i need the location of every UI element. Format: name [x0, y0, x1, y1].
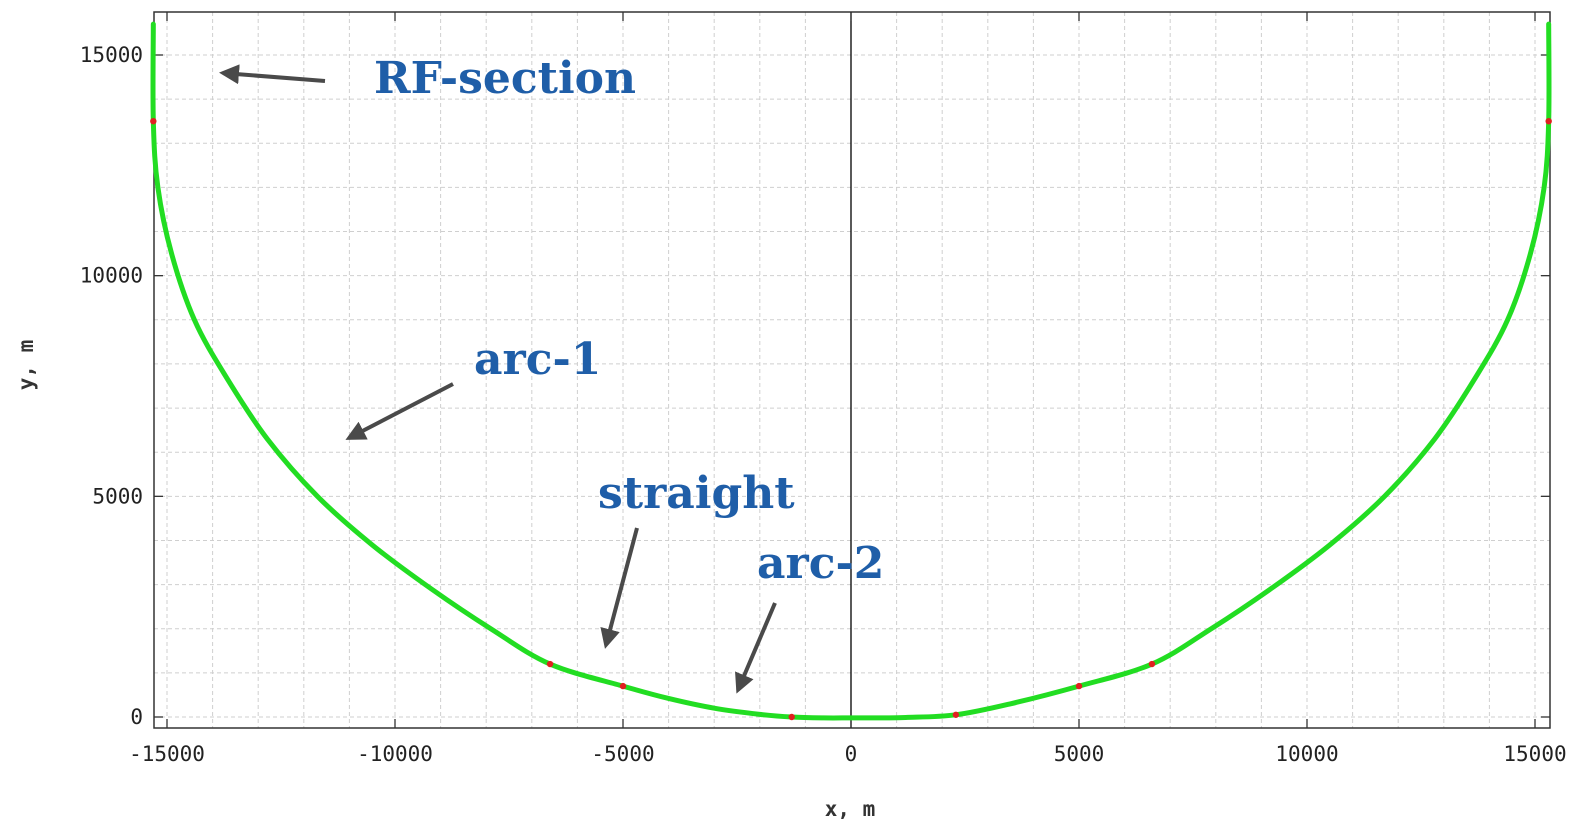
- x-tick-label: -10000: [357, 742, 433, 766]
- data-layer: [150, 21, 1552, 721]
- x-tick-label: 15000: [1503, 742, 1566, 766]
- annotation-arrow-rf-section: [219, 64, 326, 85]
- plot-frame: [153, 11, 1551, 729]
- y-axis-title: y, m: [14, 340, 38, 391]
- x-tick-label: -5000: [591, 742, 654, 766]
- marker-point: [546, 660, 554, 668]
- axes: [153, 11, 1551, 729]
- x-tick-label: -15000: [129, 742, 205, 766]
- marker-point: [150, 118, 157, 125]
- annotation-arc-1: arc-1: [474, 334, 601, 385]
- annotation-rf-section: RF-section: [374, 53, 636, 104]
- marker-point: [1075, 682, 1083, 690]
- marker-point: [1545, 118, 1552, 125]
- marker-point: [952, 711, 960, 718]
- x-tick-label: 5000: [1054, 742, 1105, 766]
- plot-grid: [154, 12, 1550, 728]
- y-tick-label: 5000: [92, 484, 143, 508]
- marker-point: [619, 682, 627, 690]
- annotations: RF-section arc-1 straight arc-2: [219, 53, 884, 694]
- annotation-arc-2: arc-2: [757, 538, 884, 589]
- y-tick-label: 15000: [80, 43, 143, 67]
- x-axis-title: x, m: [825, 797, 876, 821]
- series-line-0: [150, 21, 1552, 721]
- tick-labels: -15000 -10000 -5000 0 5000 10000 15000 0 5000 100…: [80, 43, 1567, 766]
- annotation-straight: straight: [598, 468, 795, 519]
- marker-point: [788, 713, 795, 721]
- annotation-arrow-arc-1: [345, 382, 454, 440]
- x-tick-label: 0: [845, 742, 858, 766]
- x-tick-label: 10000: [1275, 742, 1338, 766]
- marker-point: [1148, 660, 1156, 668]
- y-tick-label: 0: [130, 705, 143, 729]
- annotation-arrow-arc-2: [735, 602, 777, 694]
- y-tick-label: 10000: [80, 264, 143, 288]
- annotation-arrow-straight: [600, 527, 639, 649]
